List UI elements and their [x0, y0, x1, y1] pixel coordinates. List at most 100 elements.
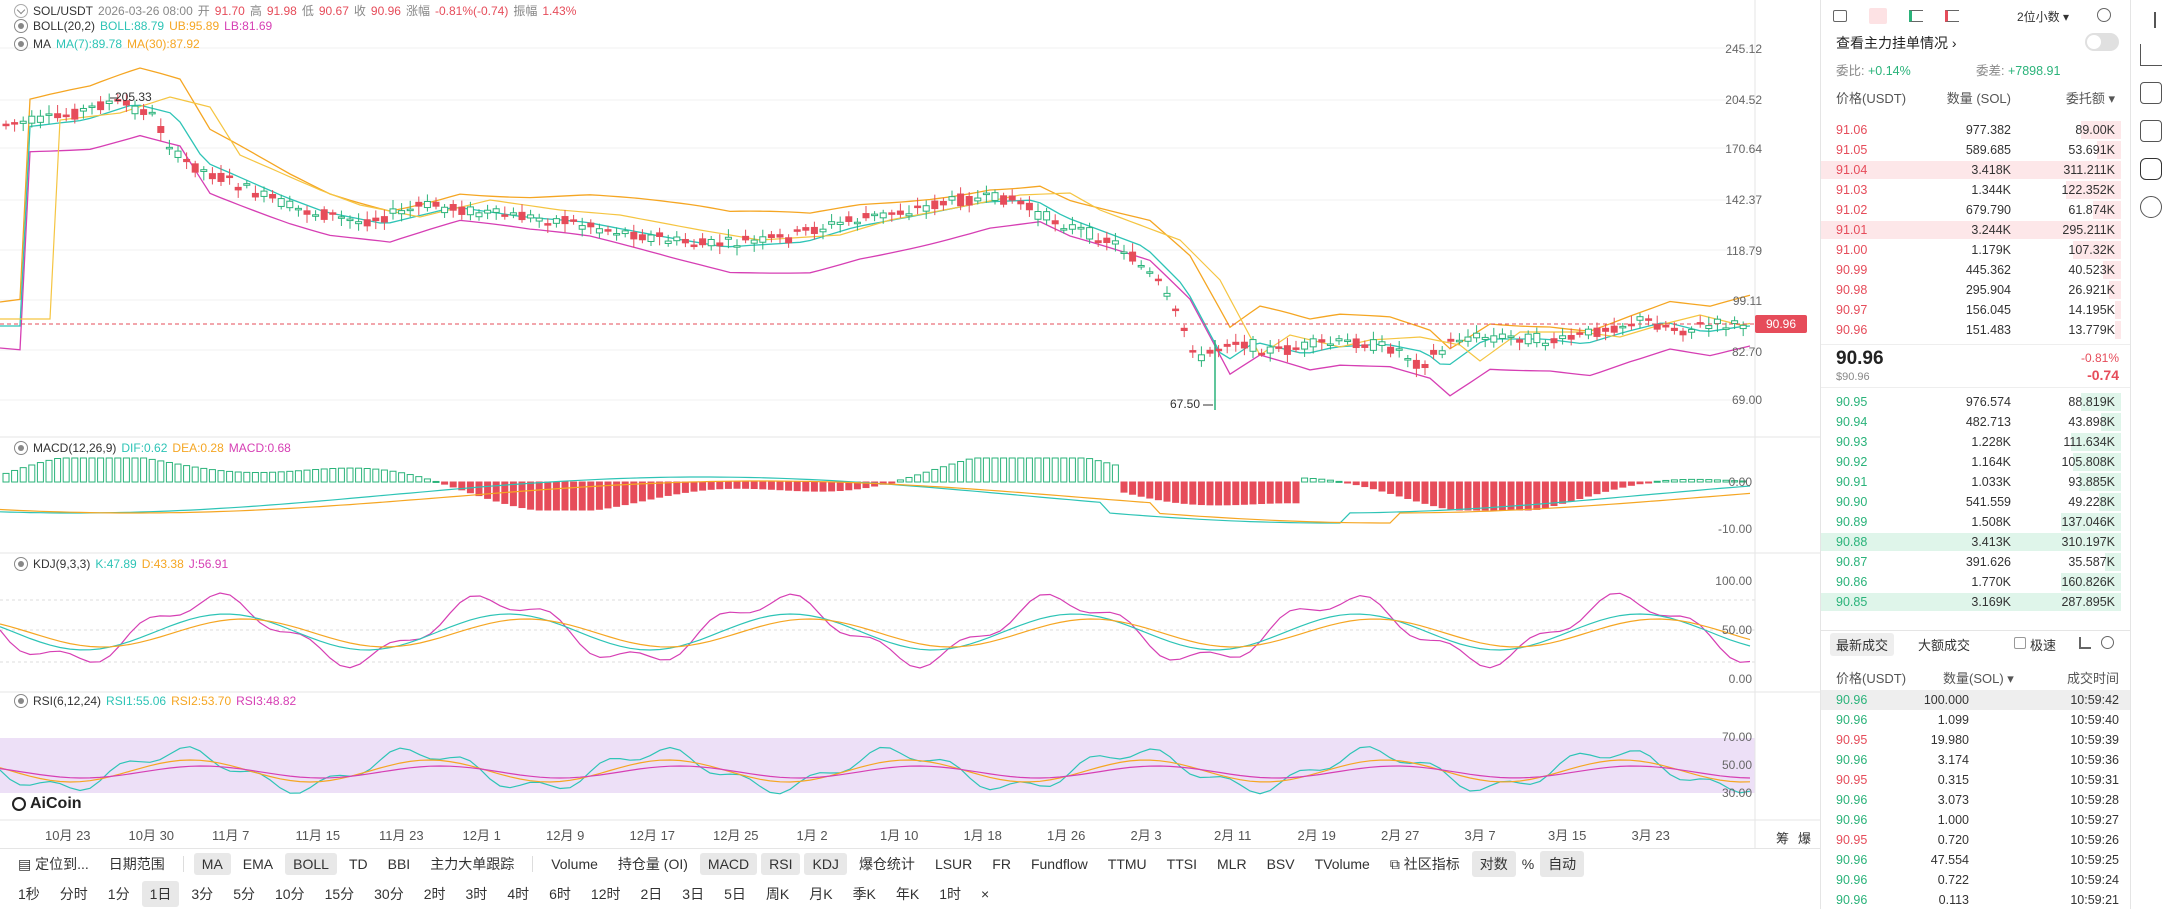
fast-checkbox[interactable] [2014, 637, 2026, 649]
tab-latest-trades[interactable]: 最新成交 [1830, 633, 1895, 656]
collapse-panel-icon[interactable] [2146, 12, 2156, 28]
ask-row[interactable]: 90.98 295.904 26.921K [1821, 280, 2121, 300]
sub-ttsi[interactable]: TTSI [1166, 856, 1198, 872]
interval-19[interactable]: 季K [852, 886, 876, 902]
total-sort-dropdown[interactable]: 委托额 ▾ [2065, 91, 2115, 106]
bid-row[interactable]: 90.91 1.033K 93.885K [1821, 472, 2121, 492]
interval-9[interactable]: 2时 [423, 886, 446, 902]
asks-only-icon[interactable] [1945, 10, 1959, 22]
decimals-select[interactable]: 2位小数 ▾ [2017, 10, 2070, 24]
bids-only-icon[interactable] [1909, 10, 1923, 22]
interval-8[interactable]: 30分 [374, 886, 404, 902]
trade-settings-icon[interactable] [2101, 636, 2114, 649]
calculator-icon[interactable] [2140, 120, 2162, 142]
ask-row[interactable]: 90.99 445.362 40.523K [1821, 260, 2121, 280]
eye-icon[interactable] [14, 694, 28, 708]
sub-liq[interactable]: 爆仓统计 [858, 856, 915, 872]
axis-mode-chip[interactable]: 筹 [1776, 831, 1790, 846]
interval-10[interactable]: 3时 [465, 886, 488, 902]
trade-row[interactable]: 90.96 47.554 10:59:25 [1836, 853, 2119, 867]
percent-scale-button[interactable]: % [1521, 856, 1535, 872]
trade-row[interactable]: 90.95 0.315 10:59:31 [1836, 773, 2119, 787]
sub-kdj[interactable]: KDJ [804, 853, 847, 875]
interval-4[interactable]: 3分 [191, 886, 214, 902]
locate-button[interactable]: ▤ 定位到... [18, 856, 89, 872]
kline-chart[interactable]: 205.33 67.50 10月 23 10月 30 11月 7 11月 15 11月 … [0, 0, 1820, 848]
panel-layout-icon[interactable] [2140, 82, 2162, 104]
interval-1[interactable]: 分时 [59, 886, 88, 902]
ask-row[interactable]: 91.04 3.418K 311.211K [1821, 160, 2121, 180]
sub-lsur[interactable]: LSUR [934, 856, 973, 872]
chart-area[interactable]: 205.33 67.50 10月 23 10月 30 11月 7 11月 15 11月 … [0, 0, 1820, 848]
close-icon[interactable]: × [981, 886, 990, 902]
ask-row[interactable]: 90.97 156.045 14.195K [1821, 300, 2121, 320]
interval-12[interactable]: 6时 [549, 886, 571, 902]
interval-21[interactable]: 1时 [939, 886, 962, 902]
auto-scale-button[interactable]: 自动 [1540, 851, 1585, 877]
bid-row[interactable]: 90.86 1.770K 160.826K [1821, 572, 2121, 592]
interval-7[interactable]: 15分 [324, 886, 355, 902]
interval-20[interactable]: 年K [895, 886, 920, 902]
sub-fr[interactable]: FR [992, 856, 1011, 872]
interval-15[interactable]: 3日 [682, 886, 705, 902]
sub-volume[interactable]: Volume [551, 856, 598, 872]
filter-icon[interactable] [2079, 637, 2091, 649]
indicator-main-order[interactable]: 主力大单跟踪 [430, 856, 515, 872]
indicator-ema[interactable]: EMA [242, 856, 274, 872]
both-sides-icon[interactable] [1869, 8, 1887, 24]
interval-13[interactable]: 12时 [590, 886, 621, 902]
trade-row[interactable]: 90.96 100.000 10:59:42 [1821, 690, 2131, 710]
bid-row[interactable]: 90.87 391.626 35.587K [1821, 552, 2121, 572]
settings-icon[interactable] [2097, 8, 2111, 22]
bid-row[interactable]: 90.93 1.228K 111.634K [1821, 432, 2121, 452]
bid-row[interactable]: 90.95 976.574 88.819K [1821, 392, 2121, 412]
log-scale-button[interactable]: 对数 [1471, 851, 1516, 877]
interval-16[interactable]: 5日 [724, 886, 746, 902]
sub-oi[interactable]: 持仓量 (OI) [617, 856, 688, 872]
main-orders-link[interactable]: 查看主力挂单情况 › [1836, 35, 1957, 51]
trade-row[interactable]: 90.96 3.174 10:59:36 [1836, 753, 2119, 767]
bid-row[interactable]: 90.90 541.559 49.228K [1821, 492, 2121, 512]
eye-icon[interactable] [14, 441, 28, 455]
interval-2[interactable]: 1分 [107, 886, 130, 902]
sub-tvolume[interactable]: TVolume [1314, 856, 1370, 872]
sub-mlr[interactable]: MLR [1217, 856, 1247, 872]
bid-row[interactable]: 90.88 3.413K 310.197K [1821, 532, 2121, 552]
interval-14[interactable]: 2日 [640, 886, 663, 902]
trade-row[interactable]: 90.96 1.099 10:59:40 [1836, 713, 2119, 727]
interval-5[interactable]: 5分 [233, 886, 255, 902]
community-indicators-button[interactable]: ⧉ 社区指标 [1389, 856, 1460, 872]
ask-row[interactable]: 91.06 977.382 89.00K [1821, 120, 2121, 140]
sub-ttmu[interactable]: TTMU [1107, 856, 1147, 872]
trade-row[interactable]: 90.96 0.722 10:59:24 [1836, 873, 2119, 887]
interval-0[interactable]: 1秒 [18, 886, 40, 902]
ask-row[interactable]: 91.03 1.344K 122.352K [1821, 180, 2121, 200]
qty-sort-dropdown[interactable]: 数量(SOL) ▾ [1943, 671, 2014, 686]
indicator-ma[interactable]: MA [193, 853, 231, 875]
target-icon[interactable] [2140, 196, 2162, 218]
ask-row[interactable]: 90.96 151.483 13.779K [1821, 320, 2121, 340]
trade-row[interactable]: 90.96 3.073 10:59:28 [1836, 793, 2119, 807]
trade-row[interactable]: 90.95 0.720 10:59:26 [1836, 833, 2119, 847]
ask-row[interactable]: 91.01 3.244K 295.211K [1821, 220, 2121, 240]
layout-icon[interactable] [1833, 10, 1847, 22]
collapse-icon[interactable] [14, 3, 28, 18]
interval-18[interactable]: 月K [809, 886, 833, 902]
interval-6[interactable]: 10分 [274, 886, 305, 902]
trade-row[interactable]: 90.95 19.980 10:59:39 [1836, 733, 2119, 747]
indicator-td[interactable]: TD [348, 856, 368, 872]
trend-chart-icon[interactable] [2140, 44, 2162, 66]
bid-row[interactable]: 90.89 1.508K 137.046K [1821, 512, 2121, 532]
eye-icon[interactable] [14, 37, 28, 51]
indicator-boll[interactable]: BOLL [285, 853, 337, 875]
bid-row[interactable]: 90.92 1.164K 105.808K [1821, 452, 2121, 472]
robot-icon[interactable] [2140, 158, 2162, 180]
interval-11[interactable]: 4时 [507, 886, 530, 902]
interval-3[interactable]: 1日 [141, 881, 180, 907]
eye-icon[interactable] [14, 19, 28, 33]
sub-fundflow[interactable]: Fundflow [1030, 856, 1088, 872]
sub-bsv[interactable]: BSV [1266, 856, 1295, 872]
eye-icon[interactable] [14, 557, 28, 571]
date-range-button[interactable]: 日期范围 [108, 856, 165, 872]
axis-mode-chip[interactable]: 爆 [1798, 831, 1812, 846]
